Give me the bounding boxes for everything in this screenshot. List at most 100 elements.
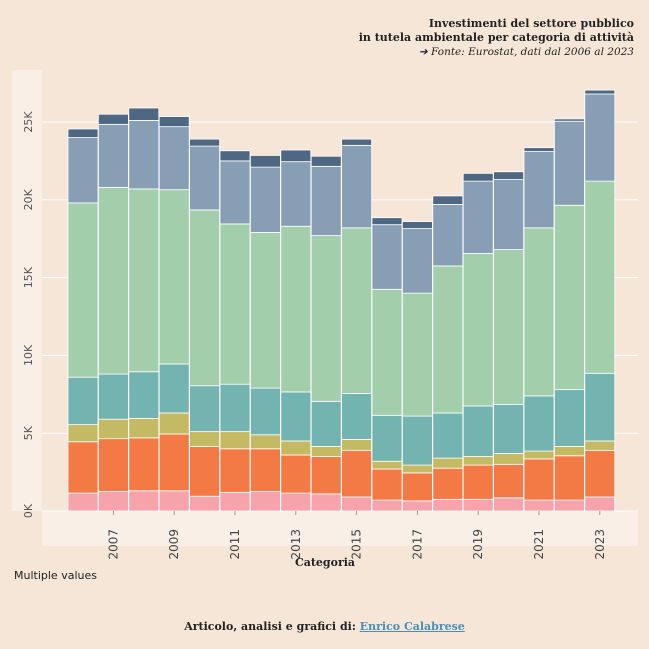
y-tick-label: 20K (22, 188, 35, 210)
y-tick-label: 25K (22, 111, 35, 133)
y-tick-label: 15K (22, 266, 35, 288)
bar-segment (401, 500, 433, 512)
bar-segment (341, 393, 373, 440)
bar-segment (280, 225, 312, 393)
y-tick-label: 5K (22, 425, 35, 440)
bar-segment (341, 439, 373, 451)
bar-segment (310, 446, 342, 457)
bar-segment (401, 221, 433, 229)
bar-segment (128, 188, 160, 373)
bar-segment (189, 385, 221, 433)
bar-segment (371, 414, 403, 462)
bar-segment (341, 449, 373, 498)
bar-segment (67, 376, 99, 426)
bar-segment (341, 227, 373, 394)
bar-segment (249, 448, 281, 492)
bar-segment (462, 253, 494, 407)
bar-segment (158, 116, 190, 128)
bar-segment (249, 387, 281, 436)
bar-segment (523, 395, 555, 452)
bar-segment (128, 120, 160, 190)
bar-segment (523, 450, 555, 460)
y-tick-label: 10K (22, 344, 35, 366)
x-tick-label: 2021 (532, 529, 546, 560)
bar-segment (493, 171, 525, 180)
x-tick-label: 2017 (410, 529, 424, 560)
bar-segment (249, 155, 281, 168)
bar-segment (310, 165, 342, 236)
bar-segment (98, 418, 129, 440)
bar-segment (371, 288, 403, 416)
bar-segment (67, 441, 99, 494)
bar-segment (432, 498, 464, 512)
bar-segment (401, 464, 433, 474)
chart-header: Investimenti del settore pubblico in tut… (359, 17, 634, 60)
x-axis-panel (42, 511, 638, 546)
bar-segment (523, 227, 555, 397)
bar-segment (67, 137, 99, 204)
bar-segment (462, 405, 494, 457)
bar-segment (462, 456, 494, 466)
bar-segment (432, 195, 464, 205)
bar-segment (432, 457, 464, 469)
bar-segment (189, 145, 221, 211)
bar-segment (493, 497, 525, 512)
bar-segment (98, 491, 129, 512)
bar-segment (249, 491, 281, 512)
bar-segment (98, 438, 129, 492)
bar-segment (219, 431, 251, 450)
bar-segment (341, 144, 373, 229)
bar-segment (67, 128, 99, 138)
bar-segment (280, 391, 312, 442)
bar-segment (310, 235, 342, 402)
bar-segment (341, 496, 373, 512)
bar-segment (189, 431, 221, 447)
bar-segment (310, 456, 342, 495)
bar-segment (158, 490, 190, 512)
bar-segment (462, 172, 494, 182)
bar-segment (158, 412, 190, 435)
bar-segment (523, 151, 555, 229)
bar-segment (432, 265, 464, 414)
bar-segment (584, 93, 616, 182)
chart-title-line-1: Investimenti del settore pubblico (428, 17, 634, 30)
bar-segment (554, 204, 585, 391)
x-tick-label: 2009 (167, 529, 181, 560)
bar-segment (584, 449, 616, 498)
bar-segment (584, 89, 616, 95)
bar-segment (189, 209, 221, 387)
x-tick-label: 2015 (350, 529, 364, 560)
bar-segment (249, 434, 281, 450)
bar-segment (554, 499, 585, 512)
chart-title-line-2: in tutela ambientale per categoria di at… (358, 31, 634, 44)
x-tick-label: 2011 (228, 529, 242, 560)
bar-segment (158, 189, 190, 365)
bar-segment (584, 496, 616, 512)
bar-segment (158, 126, 190, 191)
bar-segment (280, 440, 312, 456)
bar-segment (128, 371, 160, 419)
bar-segment (401, 415, 433, 466)
bar-segment (128, 437, 160, 492)
bar-segment (554, 446, 585, 457)
bar-segment (584, 440, 616, 451)
bar-segment (280, 454, 312, 494)
bar-segment (158, 433, 190, 492)
bar-segment (341, 138, 373, 146)
bar-segment (493, 463, 525, 499)
bar-segment (554, 389, 585, 447)
bar-segment (554, 455, 585, 501)
x-tick-label: 2013 (289, 529, 303, 560)
bar-segment (189, 446, 221, 497)
bar-segment (462, 180, 494, 254)
bar-segment (523, 147, 555, 152)
bar-segment (310, 493, 342, 512)
bar-segment (67, 424, 99, 443)
bar-segment (219, 223, 251, 385)
bar-segment (523, 458, 555, 501)
bar-segment (371, 460, 403, 470)
author-link[interactable]: Enrico Calabrese (359, 620, 465, 633)
y-tick-label: 0K (22, 503, 35, 518)
bar-segment (128, 490, 160, 512)
